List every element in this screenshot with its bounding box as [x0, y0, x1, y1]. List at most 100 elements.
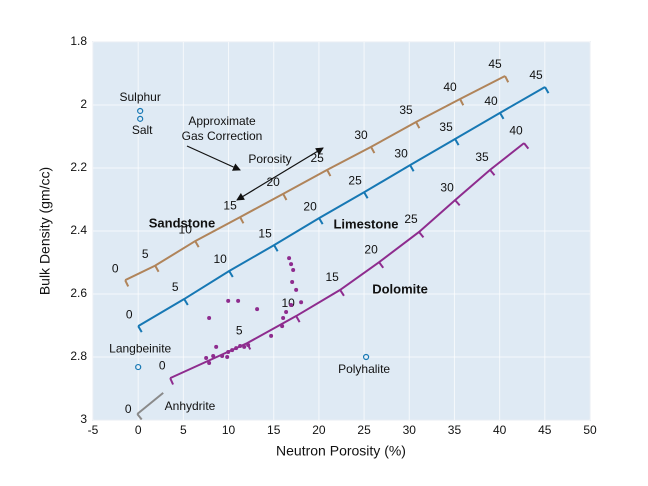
sample-point: [236, 298, 241, 303]
porosity-arrow: [236, 147, 324, 201]
porosity-label: 10: [281, 296, 295, 310]
porosity-tick: [489, 169, 496, 176]
sample-point: [211, 354, 216, 359]
lithology-label: Anhydrite: [165, 399, 216, 413]
porosity-tick: [136, 413, 143, 421]
porosity-label: 40: [509, 123, 523, 137]
sample-point: [204, 355, 209, 360]
porosity-tick: [363, 191, 369, 199]
porosity-label: 5: [236, 323, 243, 337]
porosity-tick: [273, 244, 279, 252]
porosity-label: 5: [142, 247, 149, 261]
porosity-tick: [183, 298, 189, 306]
x-axis-label: Neutron Porosity (%): [276, 443, 406, 459]
porosity-label: 35: [399, 103, 413, 117]
porosity-label: 40: [443, 80, 457, 94]
sample-point: [207, 360, 212, 365]
porosity-label: 40: [484, 94, 498, 108]
porosity-arrow-label: Porosity: [248, 152, 291, 166]
lithology-line: [169, 142, 525, 380]
sample-point: [289, 262, 294, 267]
porosity-tick: [409, 164, 415, 172]
x-tick-label: 10: [222, 423, 236, 437]
porosity-tick: [137, 325, 143, 333]
sample-point: [246, 343, 251, 348]
mineral-label: Sulphur: [119, 90, 160, 104]
porosity-label: 45: [529, 68, 543, 82]
sample-point: [242, 344, 247, 349]
mineral-point: [137, 107, 144, 115]
porosity-tick: [295, 315, 301, 323]
porosity-label: 10: [213, 252, 227, 266]
porosity-label: 30: [394, 146, 408, 160]
sample-point: [225, 355, 230, 359]
porosity-tick: [228, 270, 234, 278]
mineral-point: [362, 353, 370, 361]
plot: 0 5 10 15 20 25 30 35 40 45 Sandstone 0 5 10 15 20 25 30 3…: [109, 57, 550, 421]
porosity-label: 20: [303, 199, 317, 213]
sample-point: [299, 300, 304, 305]
sample-point: [290, 280, 295, 285]
x-tick-label: 35: [448, 423, 462, 437]
porosity-tick: [415, 121, 421, 129]
lithology-line: [136, 392, 164, 415]
porosity-label: 20: [266, 175, 280, 189]
sample-point: [226, 298, 231, 303]
porosity-tick: [339, 289, 345, 297]
sample-point: [226, 349, 231, 354]
porosity-label: 45: [488, 57, 502, 71]
lithology-label: Limestone: [333, 216, 398, 231]
lithology-label: Sandstone: [149, 215, 215, 230]
y-axis-label: Bulk Density (gm/cc): [37, 167, 53, 295]
sample-point: [214, 344, 219, 349]
porosity-label: 10: [179, 222, 193, 236]
porosity-tick: [544, 86, 550, 94]
x-tick-label: 25: [357, 423, 371, 437]
x-tick-label: 5: [180, 423, 187, 437]
sample-point: [284, 309, 289, 314]
sample-point: [294, 287, 299, 292]
gas-correction-arrow: [186, 145, 241, 171]
y-tick-label: 2.2: [70, 160, 87, 174]
x-tick-label: 20: [312, 423, 326, 437]
x-tick-label: 40: [493, 423, 507, 437]
porosity-tick: [523, 142, 530, 150]
x-tick-label: 50: [583, 423, 597, 437]
mineral-label: Polyhalite: [338, 362, 390, 376]
gas-correction-label: Gas Correction: [182, 129, 263, 143]
mineral-point: [137, 115, 144, 122]
porosity-label: 15: [258, 226, 272, 240]
lithology-line: [124, 75, 506, 282]
porosity-label: 35: [439, 120, 453, 134]
porosity-tick: [326, 169, 332, 177]
porosity-label: 0: [112, 261, 119, 275]
porosity-tick: [318, 217, 324, 225]
x-tick-label: 30: [403, 423, 417, 437]
porosity-tick: [169, 377, 174, 385]
porosity-tick: [504, 75, 510, 83]
mineral-label: Salt: [132, 123, 153, 137]
porosity-label: 20: [364, 242, 378, 256]
porosity-tick: [454, 199, 461, 207]
lithology-line: [137, 86, 546, 327]
x-tick-label: 15: [267, 423, 281, 437]
mineral-point: [135, 363, 142, 371]
gas-correction-label: Approximate: [188, 114, 256, 128]
porosity-tick: [418, 231, 425, 238]
porosity-tick: [154, 265, 160, 273]
sample-point: [255, 307, 260, 312]
porosity-tick: [124, 279, 130, 287]
porosity-label: 0: [125, 402, 132, 416]
porosity-tick: [378, 261, 385, 269]
porosity-label: 30: [440, 180, 454, 194]
porosity-tick: [194, 240, 200, 248]
porosity-tick: [239, 216, 245, 224]
sample-point: [280, 324, 285, 329]
porosity-label: 25: [348, 173, 362, 187]
y-tick-label: 2.4: [70, 223, 87, 237]
porosity-label: 35: [475, 150, 489, 164]
porosity-tick: [282, 193, 288, 201]
sample-point: [269, 333, 274, 338]
sample-point: [287, 256, 292, 261]
